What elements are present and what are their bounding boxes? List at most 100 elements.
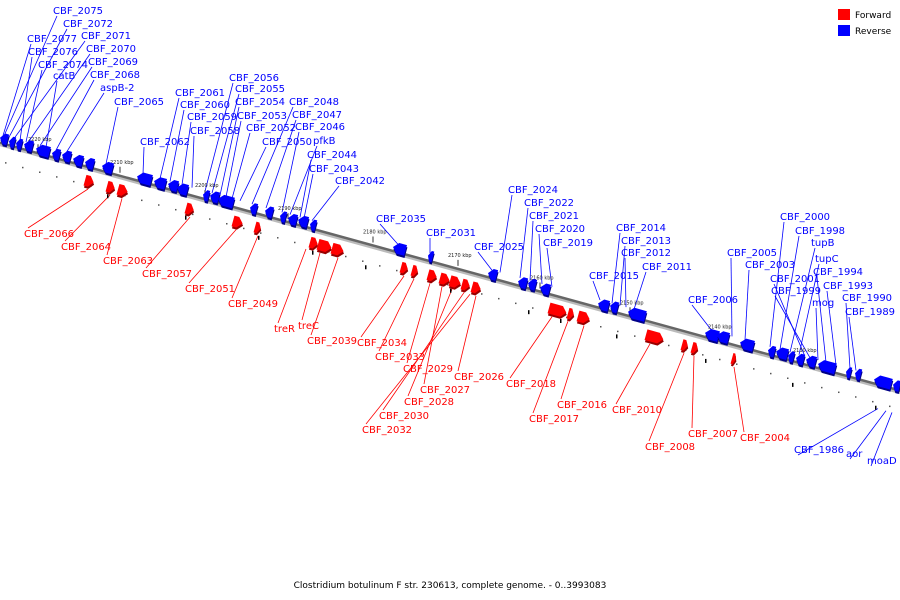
gene-label-cbf-2025[interactable]: CBF_2025 [474, 242, 524, 253]
gene-label-catb[interactable]: catB [53, 71, 76, 82]
gene-label-cbf-2043[interactable]: CBF_2043 [309, 164, 359, 175]
gene-label-tupb[interactable]: tupB [811, 238, 835, 249]
gene-label-cbf-2007[interactable]: CBF_2007 [688, 429, 738, 440]
minor-tick [838, 391, 840, 394]
gene-label-aspb-2[interactable]: aspB-2 [100, 83, 135, 94]
gene-label-cbf-2021[interactable]: CBF_2021 [529, 211, 579, 222]
gene-label-cbf-1990[interactable]: CBF_1990 [842, 293, 892, 304]
gene-label-cbf-2014[interactable]: CBF_2014 [616, 223, 666, 234]
gene-label-moad[interactable]: moaD [867, 456, 897, 467]
gene-label-cbf-2046[interactable]: CBF_2046 [295, 122, 345, 133]
gene-label-cbf-2060[interactable]: CBF_2060 [180, 100, 230, 111]
gene-label-cbf-2008[interactable]: CBF_2008 [645, 442, 695, 453]
gene-label-cbf-2077[interactable]: CBF_2077 [27, 34, 77, 45]
minor-tick [481, 293, 483, 295]
gene-label-cbf-2064[interactable]: CBF_2064 [61, 242, 111, 253]
gene-label-cbf-2047[interactable]: CBF_2047 [292, 110, 342, 121]
gene-label-cbf-2075[interactable]: CBF_2075 [53, 6, 103, 17]
gene-label-cbf-2017[interactable]: CBF_2017 [529, 414, 579, 425]
gene-label-cbf-2053[interactable]: CBF_2053 [237, 111, 287, 122]
gene-label-cbf-2059[interactable]: CBF_2059 [187, 112, 237, 123]
gene-label-cbf-2020[interactable]: CBF_2020 [535, 224, 585, 235]
gene-label-cbf-2027[interactable]: CBF_2027 [420, 385, 470, 396]
gene-label-cbf-1989[interactable]: CBF_1989 [845, 307, 895, 318]
gene-label-cbf-1994[interactable]: CBF_1994 [813, 267, 863, 278]
gene-label-aor[interactable]: aor [846, 449, 863, 460]
gene-label-cbf-2048[interactable]: CBF_2048 [289, 97, 339, 108]
gene-label-cbf-2071[interactable]: CBF_2071 [81, 31, 131, 42]
gene-label-cbf-2012[interactable]: CBF_2012 [621, 248, 671, 259]
minor-tick [447, 283, 449, 286]
gene-label-cbf-2026[interactable]: CBF_2026 [454, 372, 504, 383]
gene-label-cbf-2056[interactable]: CBF_2056 [229, 73, 279, 84]
gene-label-cbf-2072[interactable]: CBF_2072 [63, 19, 113, 30]
gene-label-cbf-2022[interactable]: CBF_2022 [524, 198, 574, 209]
gene-label-cbf-1998[interactable]: CBF_1998 [795, 226, 845, 237]
gene-label-cbf-2035[interactable]: CBF_2035 [376, 214, 426, 225]
gene-label-cbf-2019[interactable]: CBF_2019 [543, 238, 593, 249]
gene-label-cbf-2003[interactable]: CBF_2003 [745, 260, 795, 271]
minor-tick [260, 232, 262, 234]
gene-label-cbf-1993[interactable]: CBF_1993 [823, 281, 873, 292]
gene-label-cbf-2033[interactable]: CBF_2033 [375, 352, 425, 363]
gene-label-cbf-2010[interactable]: CBF_2010 [612, 405, 662, 416]
gene-label-cbf-2068[interactable]: CBF_2068 [90, 70, 140, 81]
gene-label-cbf-2011[interactable]: CBF_2011 [642, 262, 692, 273]
gene-label-trec[interactable]: treC [298, 321, 319, 332]
gene-arrow [806, 355, 818, 370]
gene-label-cbf-2062[interactable]: CBF_2062 [140, 137, 190, 148]
gene-label-cbf-2054[interactable]: CBF_2054 [235, 97, 285, 108]
minor-tick [185, 215, 187, 220]
gene-label-cbf-2001[interactable]: CBF_2001 [770, 274, 820, 285]
gene-label-cbf-2031[interactable]: CBF_2031 [426, 228, 476, 239]
gene-label-mog[interactable]: mog [812, 298, 834, 309]
gene-label-cbf-2055[interactable]: CBF_2055 [235, 84, 285, 95]
minor-tick [719, 358, 721, 361]
gene-label-trer[interactable]: treR [274, 324, 295, 335]
gene-label-cbf-2028[interactable]: CBF_2028 [404, 397, 454, 408]
gene-label-cbf-2032[interactable]: CBF_2032 [362, 425, 412, 436]
gene-label-cbf-2058[interactable]: CBF_2058 [190, 126, 240, 137]
gene-label-cbf-2024[interactable]: CBF_2024 [508, 185, 558, 196]
gene-label-cbf-2051[interactable]: CBF_2051 [185, 284, 235, 295]
label-leader [845, 302, 851, 369]
gene-label-cbf-2004[interactable]: CBF_2004 [740, 433, 790, 444]
label-leader [365, 293, 471, 425]
gene-label-cbf-2070[interactable]: CBF_2070 [86, 44, 136, 55]
gene-label-cbf-2005[interactable]: CBF_2005 [727, 248, 777, 259]
gene-label-cbf-2018[interactable]: CBF_2018 [506, 379, 556, 390]
gene-label-cbf-2052[interactable]: CBF_2052 [246, 123, 296, 134]
gene-label-cbf-1999[interactable]: CBF_1999 [771, 286, 821, 297]
gene-label-cbf-2069[interactable]: CBF_2069 [88, 57, 138, 68]
gene-label-cbf-2074[interactable]: CBF_2074 [38, 60, 88, 71]
gene-label-cbf-2013[interactable]: CBF_2013 [621, 236, 671, 247]
minor-tick [889, 405, 891, 408]
label-leader [303, 173, 314, 219]
gene-label-cbf-2044[interactable]: CBF_2044 [307, 150, 357, 161]
gene-label-cbf-2042[interactable]: CBF_2042 [335, 176, 385, 187]
gene-label-cbf-2065[interactable]: CBF_2065 [114, 97, 164, 108]
gene-label-cbf-2066[interactable]: CBF_2066 [24, 229, 74, 240]
label-leader [592, 280, 601, 301]
gene-label-cbf-2039[interactable]: CBF_2039 [307, 336, 357, 347]
gene-label-cbf-2016[interactable]: CBF_2016 [557, 400, 607, 411]
gene-label-cbf-2029[interactable]: CBF_2029 [403, 364, 453, 375]
gene-label-cbf-2034[interactable]: CBF_2034 [357, 338, 407, 349]
gene-label-cbf-1986[interactable]: CBF_1986 [794, 445, 844, 456]
gene-label-tupc[interactable]: tupC [815, 254, 839, 265]
label-leader [407, 289, 453, 397]
gene-label-cbf-2006[interactable]: CBF_2006 [688, 295, 738, 306]
gene-label-cbf-2030[interactable]: CBF_2030 [379, 411, 429, 422]
gene-label-cbf-2061[interactable]: CBF_2061 [175, 88, 225, 99]
gene-label-cbf-2050[interactable]: CBF_2050 [262, 137, 312, 148]
gene-label-cbf-2000[interactable]: CBF_2000 [780, 212, 830, 223]
gene-label-cbf-2063[interactable]: CBF_2063 [103, 256, 153, 267]
gene-label-pfkb[interactable]: pfkB [313, 136, 336, 147]
gene-label-cbf-2076[interactable]: CBF_2076 [28, 47, 78, 58]
gene-label-cbf-2057[interactable]: CBF_2057 [142, 269, 192, 280]
gene-label-cbf-2015[interactable]: CBF_2015 [589, 271, 639, 282]
minor-tick [566, 316, 568, 319]
label-leader [773, 283, 806, 357]
gene-label-cbf-2049[interactable]: CBF_2049 [228, 299, 278, 310]
label-leader [378, 278, 415, 352]
